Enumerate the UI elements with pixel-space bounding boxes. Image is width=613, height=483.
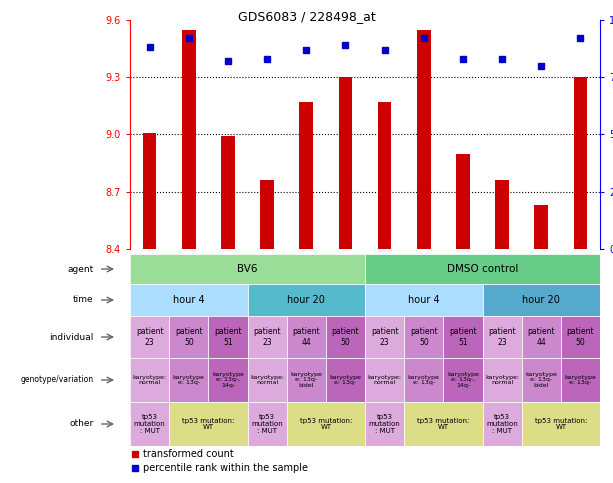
Bar — [378, 102, 392, 249]
Text: karyotype
e: 13q-: karyotype e: 13q- — [565, 375, 596, 385]
Text: karyotype:
normal: karyotype: normal — [485, 375, 519, 385]
Text: transformed count: transformed count — [143, 449, 234, 459]
Text: patient
23: patient 23 — [253, 327, 281, 346]
Bar — [299, 102, 313, 249]
Text: karyotype:
normal: karyotype: normal — [132, 375, 167, 385]
Text: patient
44: patient 44 — [292, 327, 320, 346]
Text: tp53
mutation
: MUT: tp53 mutation : MUT — [134, 414, 166, 434]
Text: individual: individual — [49, 332, 94, 341]
Text: hour 4: hour 4 — [173, 295, 205, 305]
Bar — [143, 133, 156, 249]
Text: percentile rank within the sample: percentile rank within the sample — [143, 463, 308, 473]
Text: tp53
mutation
: MUT: tp53 mutation : MUT — [251, 414, 283, 434]
Text: karyotype:
normal: karyotype: normal — [368, 375, 402, 385]
Bar — [495, 180, 509, 249]
Text: hour 20: hour 20 — [287, 295, 325, 305]
Text: tp53 mutation:
WT: tp53 mutation: WT — [300, 418, 352, 430]
Text: patient
23: patient 23 — [135, 327, 164, 346]
Text: patient
51: patient 51 — [449, 327, 477, 346]
Text: time: time — [73, 296, 94, 304]
Text: tp53
mutation
: MUT: tp53 mutation : MUT — [486, 414, 518, 434]
Text: patient
50: patient 50 — [332, 327, 359, 346]
Text: tp53 mutation:
WT: tp53 mutation: WT — [535, 418, 587, 430]
Text: karyotype
e: 13q-
bidel: karyotype e: 13q- bidel — [291, 372, 322, 388]
Text: karyotype
e: 13q-
bidel: karyotype e: 13q- bidel — [525, 372, 557, 388]
Bar — [456, 154, 470, 249]
Text: agent: agent — [67, 265, 94, 273]
Text: hour 4: hour 4 — [408, 295, 440, 305]
Bar — [182, 29, 196, 249]
Text: BV6: BV6 — [237, 264, 257, 274]
Bar — [535, 205, 548, 249]
Text: genotype/variation: genotype/variation — [20, 375, 94, 384]
Text: patient
44: patient 44 — [527, 327, 555, 346]
Text: karyotype
e: 13q-: karyotype e: 13q- — [408, 375, 440, 385]
Text: karyotype
e: 13q-,
14q-: karyotype e: 13q-, 14q- — [212, 372, 244, 388]
Text: patient
50: patient 50 — [410, 327, 438, 346]
Bar — [338, 77, 352, 249]
Text: patient
50: patient 50 — [175, 327, 202, 346]
Bar — [261, 180, 274, 249]
Bar — [574, 77, 587, 249]
Text: karyotype
e: 13q-,
14q-: karyotype e: 13q-, 14q- — [447, 372, 479, 388]
Text: patient
51: patient 51 — [214, 327, 242, 346]
Text: patient
23: patient 23 — [489, 327, 516, 346]
Text: tp53 mutation:
WT: tp53 mutation: WT — [417, 418, 470, 430]
Text: DMSO control: DMSO control — [447, 264, 518, 274]
Text: other: other — [69, 420, 94, 428]
Text: GDS6083 / 228498_at: GDS6083 / 228498_at — [238, 10, 375, 23]
Bar — [221, 136, 235, 249]
Text: karyotype:
normal: karyotype: normal — [250, 375, 284, 385]
Bar — [417, 29, 430, 249]
Text: karyotype
e: 13q-: karyotype e: 13q- — [173, 375, 205, 385]
Text: tp53
mutation
: MUT: tp53 mutation : MUT — [368, 414, 400, 434]
Text: patient
23: patient 23 — [371, 327, 398, 346]
Text: tp53 mutation:
WT: tp53 mutation: WT — [182, 418, 235, 430]
Text: patient
50: patient 50 — [566, 327, 594, 346]
Text: karyotype
e: 13q-: karyotype e: 13q- — [329, 375, 361, 385]
Text: hour 20: hour 20 — [522, 295, 560, 305]
